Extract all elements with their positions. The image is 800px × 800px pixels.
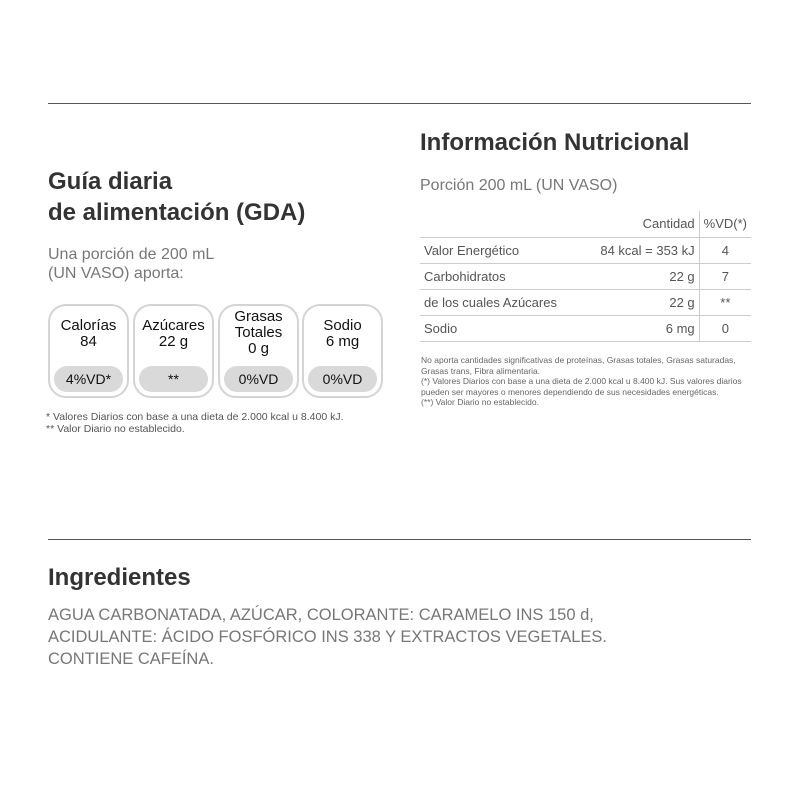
value: 22 g xyxy=(158,333,189,350)
gda-title-line: Guía diaria xyxy=(48,168,173,195)
note: (*) Valores Diarios con base a una dieta… xyxy=(421,376,742,397)
label: Azúcares xyxy=(142,317,205,334)
footnote: * Valores Diarios con base a una dieta d… xyxy=(46,411,344,423)
gda-pill: 0%VD xyxy=(224,366,293,392)
cell: Sodio xyxy=(420,315,582,342)
footnote: ** Valor Diario no establecido. xyxy=(46,423,185,435)
cell: 0 xyxy=(699,315,751,342)
nutrition-notes: No aporta cantidades significativas de p… xyxy=(421,355,761,408)
header-cell: %VD(*) xyxy=(699,211,751,238)
value: 84 xyxy=(80,333,97,350)
gda-title: Guía diaria de alimentación (GDA) xyxy=(48,166,305,228)
ingredients-line: ACIDULANTE: ÁCIDO FOSFÓRICO INS 338 Y EX… xyxy=(48,628,608,646)
gda-title-line: de alimentación (GDA) xyxy=(48,199,306,226)
ingredients-text: AGUA CARBONATADA, AZÚCAR, COLORANTE: CAR… xyxy=(48,604,607,670)
table-row: de los cuales Azúcares 22 g ** xyxy=(420,289,751,316)
ingredients-title: Ingredientes xyxy=(48,564,191,591)
cell: 7 xyxy=(699,263,751,290)
header-cell xyxy=(420,211,582,238)
ingredients-line: CONTIENE CAFEÍNA. xyxy=(48,650,214,668)
cell: Carbohidratos xyxy=(420,263,582,290)
portion-text: Porción 200 mL (UN VASO) xyxy=(420,177,618,194)
gda-box-calories: Calorías 84 4%VD* xyxy=(48,304,129,398)
note: (**) Valor Diario no establecido. xyxy=(421,397,539,407)
gda-box-fats: Grasas Totales 0 g 0%VD xyxy=(218,304,299,398)
cell: 22 g xyxy=(581,289,700,316)
cell: de los cuales Azúcares xyxy=(420,289,582,316)
label: Calorías xyxy=(60,317,117,334)
gda-pill: 0%VD xyxy=(308,366,377,392)
table-row: Valor Energético 84 kcal = 353 kJ 4 xyxy=(420,237,751,264)
header-cell: Cantidad xyxy=(581,211,700,238)
gda-footnotes: * Valores Diarios con base a una dieta d… xyxy=(46,411,344,435)
cell: 84 kcal = 353 kJ xyxy=(581,237,700,264)
gda-subtitle: Una porción de 200 mL (UN VASO) aporta: xyxy=(48,245,214,283)
cell: 6 mg xyxy=(581,315,700,342)
table-header: Cantidad %VD(*) xyxy=(420,211,751,238)
gda-pill: ** xyxy=(139,366,208,392)
gda-box-sugars: Azúcares 22 g ** xyxy=(133,304,214,398)
cell: ** xyxy=(699,289,751,316)
table-row: Sodio 6 mg 0 xyxy=(420,315,751,342)
cell: 22 g xyxy=(581,263,700,290)
cell: Valor Energético xyxy=(420,237,582,264)
gda-subtitle-line: Una porción de 200 mL xyxy=(48,246,215,263)
value: 6 mg xyxy=(325,333,360,350)
gda-subtitle-line: (UN VASO) aporta: xyxy=(48,265,184,282)
nutrition-title: Información Nutricional xyxy=(420,129,690,156)
cell: 4 xyxy=(699,237,751,264)
value: 0 g xyxy=(248,340,269,357)
top-divider xyxy=(48,103,751,104)
gda-box-sodium: Sodio 6 mg 0%VD xyxy=(302,304,383,398)
label: Sodio xyxy=(323,317,362,334)
note: No aporta cantidades significativas de p… xyxy=(421,355,736,376)
nutrition-table: Cantidad %VD(*) Valor Energético 84 kcal =… xyxy=(420,211,751,342)
gda-pill: 4%VD* xyxy=(54,366,123,392)
label: Grasas xyxy=(234,308,283,325)
ingredients-line: AGUA CARBONATADA, AZÚCAR, COLORANTE: CAR… xyxy=(48,606,594,624)
middle-divider xyxy=(48,539,751,540)
label: Totales xyxy=(234,324,283,341)
